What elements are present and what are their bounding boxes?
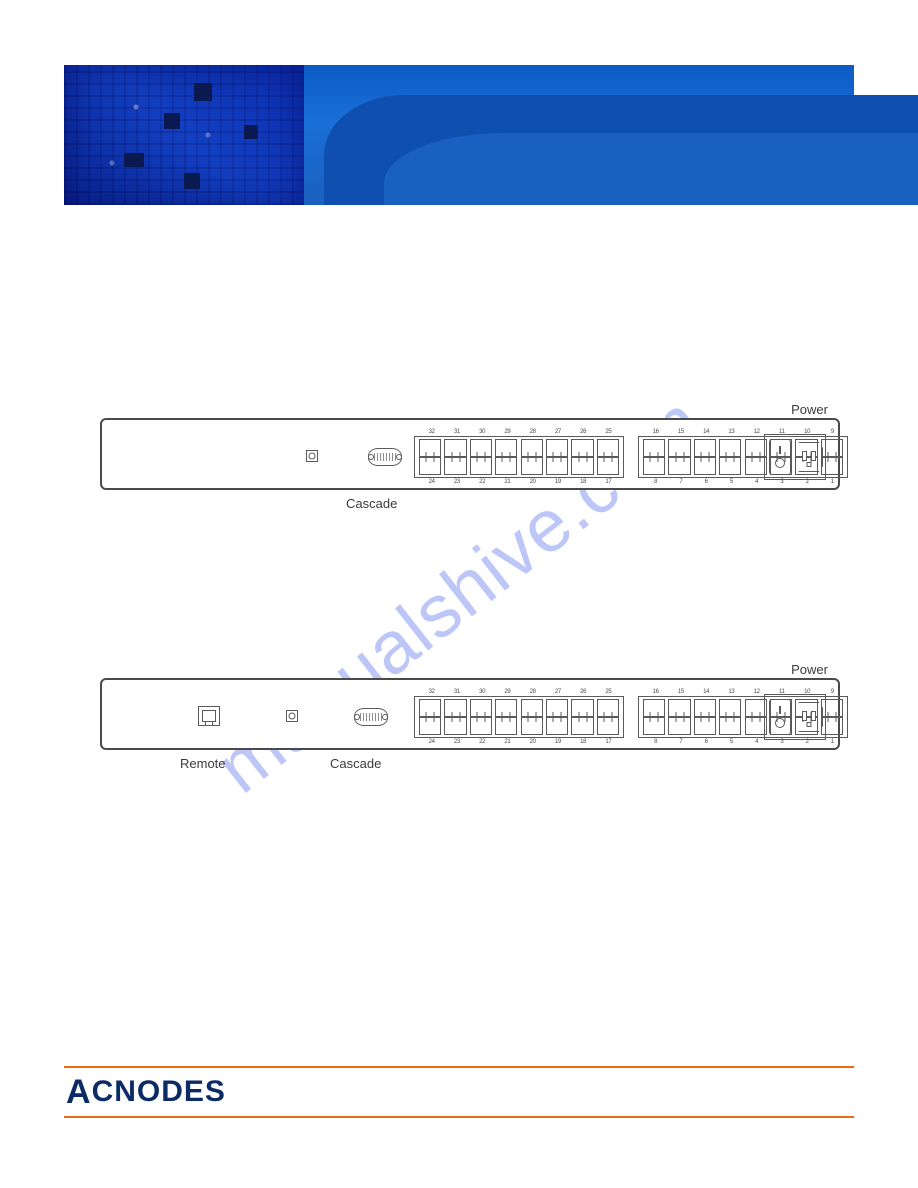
reset-button-icon xyxy=(306,450,318,462)
cascade-label: Cascade xyxy=(346,496,397,511)
cascade-port-icon xyxy=(368,448,402,466)
logo-text: CNODES xyxy=(92,1075,226,1108)
power-switch-icon xyxy=(769,699,791,735)
power-label: Power xyxy=(791,402,828,417)
chip-icon xyxy=(124,153,144,167)
page-header-banner xyxy=(64,65,854,205)
port-numbers-bot-left: 2423222120191817 xyxy=(419,739,621,745)
rj45-block-left: 3231302928272625 2423222120191817 xyxy=(414,436,624,478)
device-rear-panel-2: 3231302928272625 2423222120191817 161514… xyxy=(100,678,840,750)
power-label: Power xyxy=(791,662,828,677)
remote-label: Remote xyxy=(180,756,226,771)
logo-first-letter: A xyxy=(66,1073,92,1112)
power-socket-icon xyxy=(795,702,823,732)
device-rear-panel-1: 3231302928272625 2423222120191817 161514… xyxy=(100,418,840,490)
chip-icon xyxy=(164,113,180,129)
power-switch-icon xyxy=(769,439,791,475)
power-module-icon xyxy=(764,694,826,740)
cascade-port-icon xyxy=(354,708,388,726)
chip-icon xyxy=(244,125,258,139)
chip-icon xyxy=(194,83,212,101)
banner-circuit-image xyxy=(64,65,304,205)
footer-rule-top xyxy=(64,1066,854,1068)
banner-curve-light xyxy=(384,133,918,205)
port-numbers-bot-left: 2423222120191817 xyxy=(419,479,621,485)
rj45-block-left: 3231302928272625 2423222120191817 xyxy=(414,696,624,738)
port-numbers-top-left: 3231302928272625 xyxy=(419,689,621,695)
power-socket-icon xyxy=(795,442,823,472)
power-module-icon xyxy=(764,434,826,480)
footer-rule-bottom xyxy=(64,1116,854,1118)
cascade-label: Cascade xyxy=(330,756,381,771)
chip-icon xyxy=(184,173,200,189)
reset-button-icon xyxy=(286,710,298,722)
remote-port-icon xyxy=(198,706,220,726)
port-numbers-top-left: 3231302928272625 xyxy=(419,429,621,435)
brand-logo: ACNODES xyxy=(66,1071,226,1110)
document-page: manualshive.com Power 3231302928272625 2… xyxy=(0,0,918,1188)
